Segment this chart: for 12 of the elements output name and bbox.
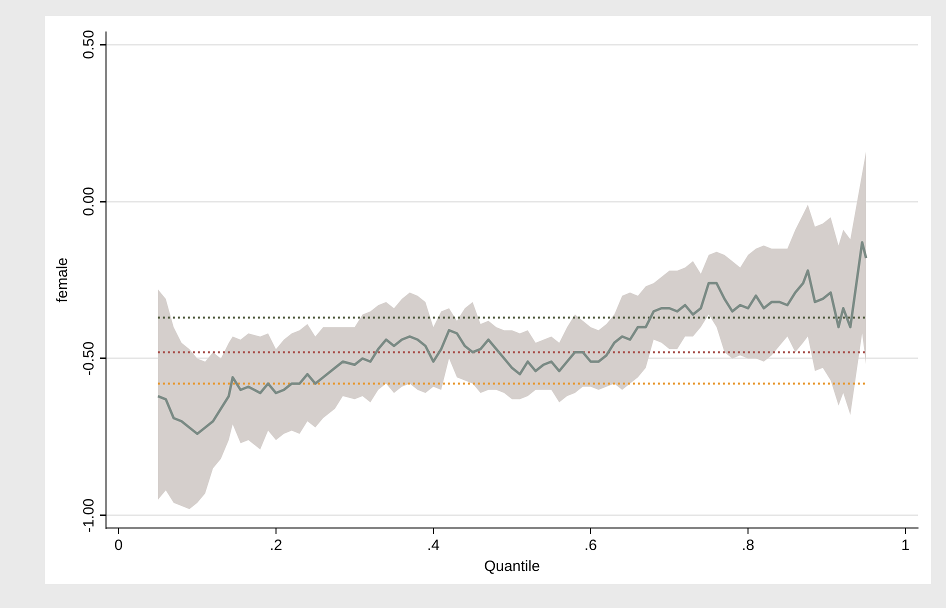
x-tick-label: .6 [584,537,597,554]
y-tick-label: 0.00 [80,186,98,216]
y-tick-label: -0.50 [80,341,98,376]
x-tick-label: .8 [742,537,754,554]
x-axis-title: Quantile [484,558,540,576]
x-tick-label: .2 [270,537,282,554]
x-tick-label: 1 [901,537,910,554]
y-axis-title: female [54,257,72,303]
x-tick-label: .4 [427,537,440,554]
y-tick-label: -1.00 [80,498,98,533]
y-tick-label: 0.50 [80,30,98,60]
x-tick-label: 0 [114,537,123,554]
